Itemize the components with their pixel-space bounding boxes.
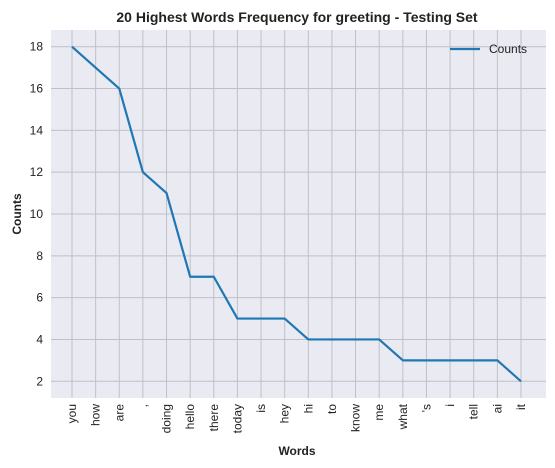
y-tick-label: 12 [30, 165, 44, 179]
x-tick-label: there [207, 404, 221, 432]
y-tick-label: 4 [36, 332, 43, 346]
x-tick-label: i [443, 404, 457, 407]
x-tick-label: ai [490, 404, 504, 413]
x-tick-label: you [65, 404, 79, 423]
legend-label: Counts [489, 42, 527, 56]
chart-title: 20 Highest Words Frequency for greeting … [116, 9, 478, 25]
x-tick-label: doing [160, 404, 174, 433]
x-tick-label: to [325, 404, 339, 414]
x-tick-label: tell [467, 404, 481, 419]
y-tick-label: 2 [36, 374, 43, 388]
y-axis-label: Counts [10, 193, 24, 235]
x-tick-label: hi [301, 404, 315, 413]
x-tick-label: are [112, 404, 126, 422]
y-tick-label: 14 [30, 123, 44, 137]
x-tick-label: hey [278, 404, 292, 423]
grid-lines [51, 30, 546, 398]
legend: Counts [450, 42, 527, 56]
y-axis-ticks: 2 4 6 8 10 12 14 16 18 [30, 40, 44, 389]
x-tick-label: know [349, 404, 363, 432]
x-tick-label: is [254, 404, 268, 413]
y-tick-label: 6 [36, 291, 43, 305]
y-tick-label: 16 [30, 82, 44, 96]
x-tick-label: it [514, 403, 528, 410]
x-tick-label: me [372, 404, 386, 421]
x-axis-label: Words [278, 444, 315, 458]
x-tick-label: today [230, 404, 244, 433]
y-tick-label: 10 [30, 207, 44, 221]
x-tick-label: , [136, 404, 150, 407]
x-tick-label: how [89, 404, 103, 426]
x-axis-ticks: you how are, doing hello there today is hey hi to k… [65, 403, 528, 433]
series-line-counts [71, 45, 522, 383]
x-tick-label: hello [183, 404, 197, 430]
x-tick-label: what [396, 403, 410, 430]
y-tick-label: 18 [30, 40, 44, 54]
x-tick-label: 's [419, 404, 433, 412]
y-tick-label: 8 [36, 249, 43, 263]
